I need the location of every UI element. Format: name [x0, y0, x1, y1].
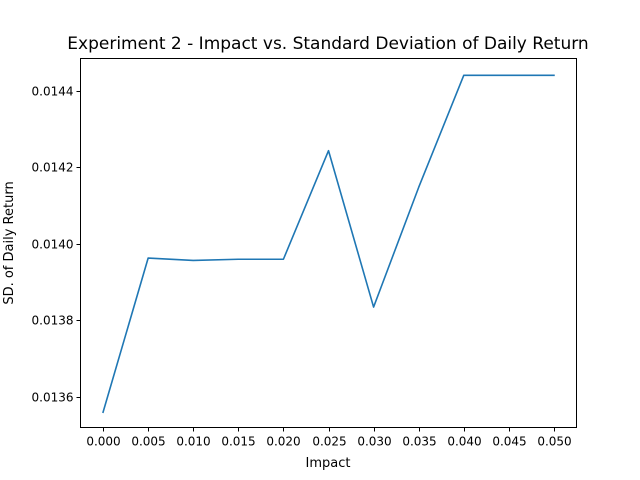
x-tick-label: 0.030	[357, 435, 391, 449]
x-axis: 0.000 0.005 0.010 0.015 0.020 0.025 0.030 0.035…	[86, 427, 572, 449]
y-tick-label: 0.0138	[32, 314, 74, 328]
x-tick-label: 0.015	[221, 435, 255, 449]
plot-area	[102, 74, 555, 414]
x-tick-label: 0.050	[537, 435, 571, 449]
y-axis: 0.0136 0.0138 0.0140 0.0142 0.0144	[32, 85, 81, 405]
x-axis-label: Impact	[306, 456, 351, 471]
y-tick-label: 0.0136	[32, 391, 74, 405]
y-tick-label: 0.0140	[32, 238, 74, 252]
plot-frame	[80, 58, 577, 428]
x-tick-label: 0.040	[447, 435, 481, 449]
series-line-0	[102, 74, 555, 414]
x-tick-label: 0.025	[312, 435, 346, 449]
y-tick-label: 0.0142	[32, 161, 74, 175]
y-tick-label: 0.0144	[32, 85, 74, 99]
x-tick-label: 0.045	[492, 435, 526, 449]
x-tick-label: 0.010	[176, 435, 210, 449]
x-tick-label: 0.000	[86, 435, 120, 449]
x-tick-label: 0.035	[402, 435, 436, 449]
x-tick-label: 0.020	[266, 435, 300, 449]
chart-title: Experiment 2 - Impact vs. Standard Devia…	[67, 34, 588, 54]
x-tick-label: 0.005	[131, 435, 165, 449]
y-axis-label: SD. of Daily Return	[2, 181, 17, 304]
